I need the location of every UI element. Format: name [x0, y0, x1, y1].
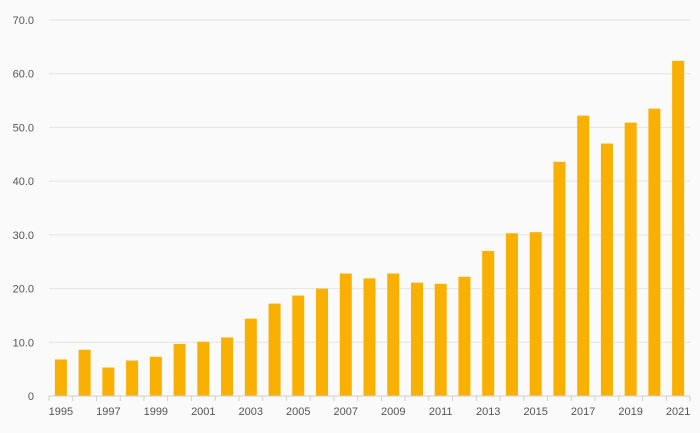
x-tick-label: 1999 [144, 406, 168, 418]
bar-1998 [126, 360, 139, 396]
bar-2001 [197, 341, 210, 396]
x-tick-label: 2001 [191, 406, 215, 418]
bar-2006 [316, 288, 329, 396]
x-axis: 1995 1997 1999 2001 2003 2005 2007 2009 2011 2013… [48, 396, 691, 418]
bar-2011 [434, 283, 447, 396]
x-tick-label: 2013 [476, 406, 500, 418]
bar-2010 [410, 282, 423, 396]
x-tick-label: 2017 [571, 406, 595, 418]
y-tick-label: 70.0 [13, 15, 34, 27]
bar-2015 [529, 232, 542, 396]
x-tick-label: 2009 [381, 406, 405, 418]
bar-2002 [221, 337, 234, 396]
y-tick-label: 20.0 [13, 284, 34, 296]
bar-2007 [339, 273, 352, 396]
x-tick-label: 2003 [239, 406, 263, 418]
x-tick-label: 2015 [523, 406, 547, 418]
bar-1999 [149, 356, 162, 396]
y-axis: 0 10.0 20.0 30.0 40.0 50.0 60.0 70.0 [13, 15, 34, 403]
bar-2008 [363, 278, 376, 396]
x-tick-label: 1997 [96, 406, 120, 418]
bar-2003 [244, 318, 257, 396]
x-tick-label: 2005 [286, 406, 310, 418]
bar-1996 [78, 349, 91, 396]
bar-2009 [387, 273, 400, 396]
y-tick-label: 10.0 [13, 337, 34, 349]
x-tick-label: 2019 [618, 406, 642, 418]
x-tick-label: 2021 [666, 406, 690, 418]
bar-2020 [648, 108, 661, 396]
y-tick-label: 30.0 [13, 230, 34, 242]
bar-2005 [292, 295, 305, 396]
y-tick-label: 60.0 [13, 69, 34, 81]
bar-2019 [624, 122, 637, 396]
bar-2014 [505, 233, 518, 396]
x-tick-label: 2011 [429, 406, 453, 418]
x-tick-label: 2007 [334, 406, 358, 418]
gridlines [49, 19, 690, 343]
bar-1995 [54, 359, 67, 396]
bar-2013 [482, 250, 495, 396]
bar-1997 [102, 367, 115, 396]
bar-2000 [173, 343, 186, 396]
y-tick-label: 0 [28, 391, 34, 403]
bar-2018 [600, 143, 613, 396]
x-tick-label: 1995 [49, 406, 73, 418]
y-tick-label: 50.0 [13, 122, 34, 134]
bars [54, 60, 685, 397]
bar-2017 [577, 115, 590, 397]
bar-2004 [268, 303, 281, 396]
y-tick-label: 40.0 [13, 176, 34, 188]
bar-2021 [672, 60, 685, 397]
bar-2016 [553, 161, 566, 396]
bar-2012 [458, 276, 471, 396]
